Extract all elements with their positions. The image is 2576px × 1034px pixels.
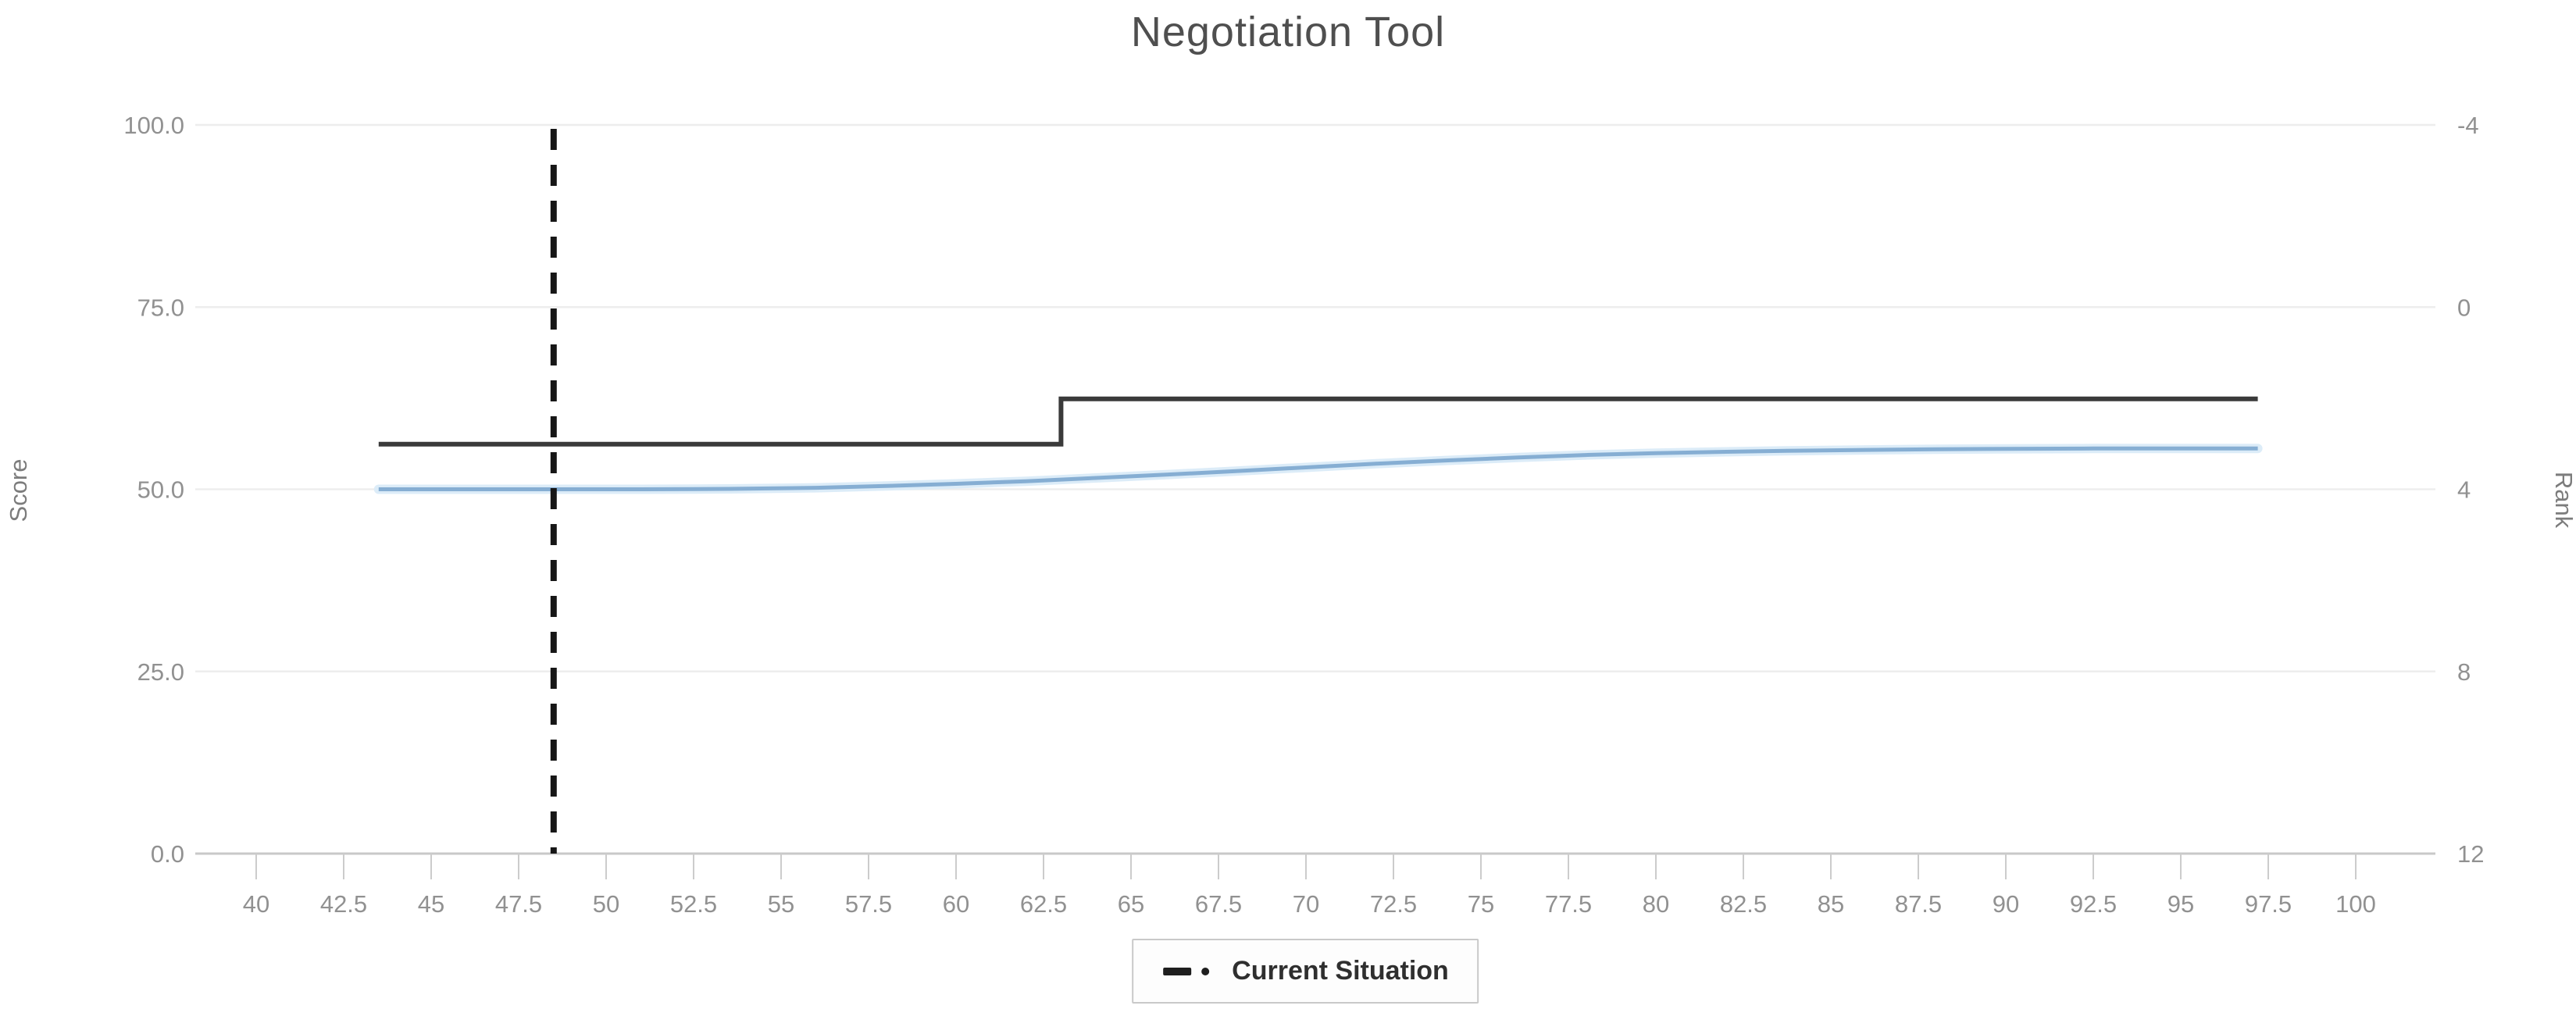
legend-item-current-situation[interactable]: Current Situation bbox=[1132, 939, 1479, 1004]
smooth-line bbox=[378, 446, 2258, 491]
x-tick-label: 42.5 bbox=[320, 890, 367, 918]
x-tick-label: 62.5 bbox=[1020, 890, 1067, 918]
x-tick-label: 80 bbox=[1643, 890, 1669, 918]
y-right-tick-label: 8 bbox=[2457, 658, 2471, 686]
x-tick-label: 60 bbox=[943, 890, 969, 918]
x-tick-label: 72.5 bbox=[1370, 890, 1417, 918]
y-left-tick-label: 0.0 bbox=[151, 840, 184, 868]
x-tick-label: 55 bbox=[768, 890, 794, 918]
y-left-axis-title: Score bbox=[5, 459, 32, 522]
x-tick-label: 67.5 bbox=[1195, 890, 1242, 918]
x-tick-label: 57.5 bbox=[845, 890, 892, 918]
x-tick-label: 75 bbox=[1468, 890, 1494, 918]
chart-title: Negotiation Tool bbox=[1130, 9, 1446, 55]
y-left-tick-label: 50.0 bbox=[137, 476, 184, 504]
dash-dot-line-icon bbox=[1161, 965, 1216, 978]
x-tick-label: 70 bbox=[1293, 890, 1319, 918]
y-right-tick-label: 4 bbox=[2457, 476, 2471, 504]
x-tick-label: 97.5 bbox=[2245, 890, 2292, 918]
x-tick-label: 65 bbox=[1118, 890, 1144, 918]
x-tick-label: 87.5 bbox=[1895, 890, 1942, 918]
y-right-tick-label: 12 bbox=[2457, 840, 2484, 868]
x-tick-label: 90 bbox=[1993, 890, 2019, 918]
x-tick-label: 82.5 bbox=[1720, 890, 1767, 918]
x-tick-label: 52.5 bbox=[670, 890, 717, 918]
y-left-tick-label: 25.0 bbox=[137, 658, 184, 686]
x-tick-label: 92.5 bbox=[2070, 890, 2117, 918]
x-tick-label: 100 bbox=[2335, 890, 2376, 918]
x-tick-label: 45 bbox=[418, 890, 444, 918]
y-right-axis-title: Rank bbox=[2550, 472, 2576, 529]
x-tick-label: 40 bbox=[243, 890, 269, 918]
x-tick-label: 50 bbox=[593, 890, 619, 918]
x-tick-label: 95 bbox=[2167, 890, 2194, 918]
y-left-tick-label: 75.0 bbox=[137, 294, 184, 321]
y-left-tick-label: 100.0 bbox=[123, 112, 184, 139]
x-tick-label: 85 bbox=[1818, 890, 1844, 918]
smooth-line-halo bbox=[373, 444, 2263, 494]
step-line bbox=[378, 396, 2258, 447]
x-tick-label: 47.5 bbox=[495, 890, 542, 918]
x-tick-label: 77.5 bbox=[1545, 890, 1592, 918]
y-right-tick-label: -4 bbox=[2457, 112, 2479, 139]
y-right-tick-label: 0 bbox=[2457, 294, 2471, 321]
legend-label: Current Situation bbox=[1232, 956, 1449, 986]
